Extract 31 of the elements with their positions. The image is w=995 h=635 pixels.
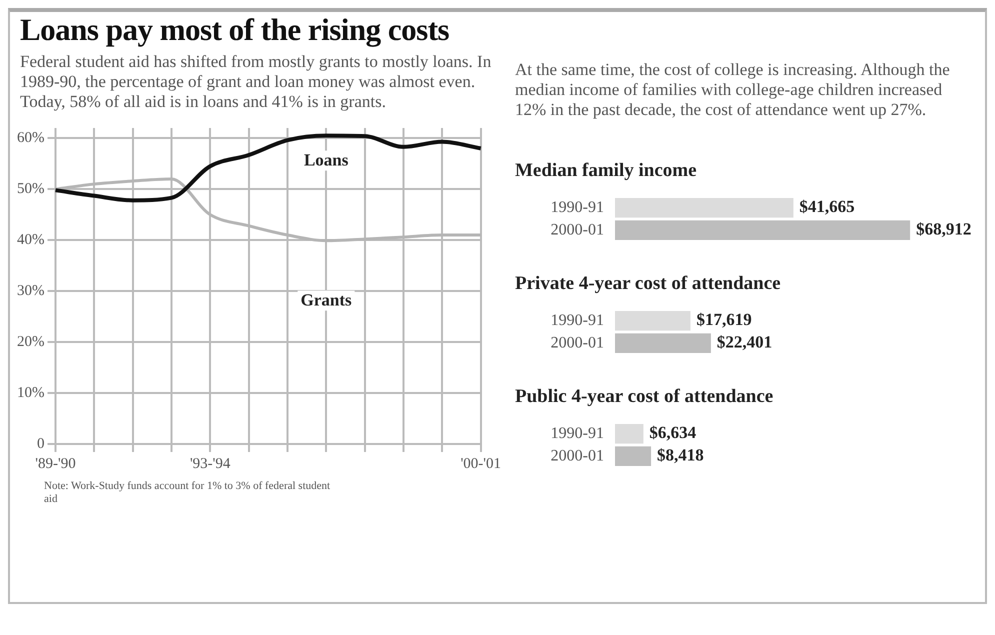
x-tick-label: '00-'01: [460, 456, 502, 472]
y-tick-label: 2000-01: [550, 447, 604, 464]
y-tick-label: 10%: [16, 384, 44, 401]
data-label: $22,401: [716, 332, 772, 352]
chart-title: Median family income: [515, 160, 698, 182]
chart-title: Private 4-year cost of attendance: [515, 273, 782, 295]
chart-title: Loans pay most of the rising costs: [20, 12, 450, 48]
y-tick-label: 1990-91: [550, 425, 604, 442]
chart-title: Public 4-year cost of attendance: [515, 386, 774, 408]
data-label: $6,634: [649, 423, 697, 442]
x-tick-label: '93-'94: [190, 456, 231, 472]
data-label: $17,619: [696, 310, 752, 330]
x-tick-label: '89-'90: [35, 456, 76, 472]
y-tick-label: 2000-01: [550, 221, 604, 238]
y-tick-label: 2000-01: [550, 334, 604, 352]
text: Note: Work-Study funds account for 1% to 3% of federal student aid: [44, 480, 332, 506]
data-label: $8,418: [657, 446, 704, 465]
y-tick-label: 60%: [16, 130, 44, 146]
y-tick-label: 50%: [16, 181, 44, 198]
y-tick-label: 0: [36, 436, 44, 452]
y-tick-label: 30%: [16, 283, 44, 300]
data-label: $68,912: [916, 220, 972, 239]
y-tick-label: 20%: [16, 334, 44, 350]
series-label: Loans: [304, 150, 349, 170]
text: Grants: [300, 290, 352, 310]
y-tick-label: 1990-91: [550, 312, 604, 330]
chart-subtitle: Federal student aid has shifted from mostly grants to mostly loans. In 1989-90, the percentage of grant and loan money was almost even. Today, 58% of all aid is in loans and 41% is in grants.: [20, 52, 492, 112]
y-tick-label: 40%: [16, 232, 44, 248]
y-tick-label: 1990-91: [550, 199, 604, 216]
data-label: $41,665: [799, 197, 855, 216]
text: At the same time, the cost of college is increasing. Although the median income of families with college-age children increased 12% in the past decade, the cost of attendance went up 27%.: [515, 60, 951, 120]
